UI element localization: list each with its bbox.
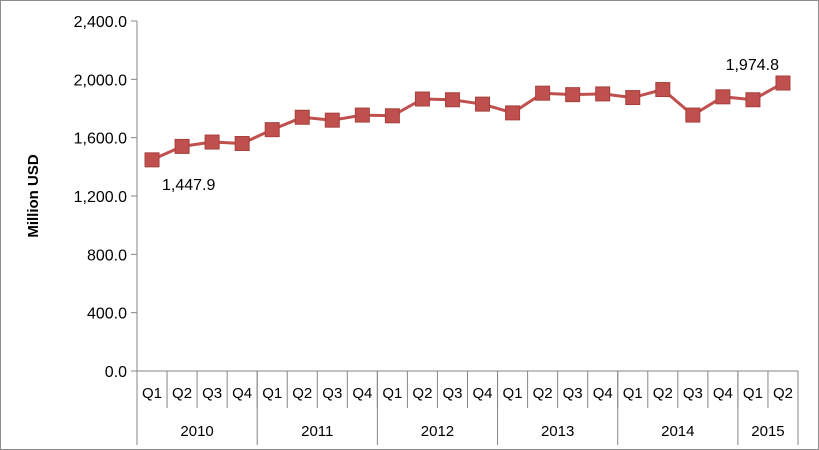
x-group-label: 2011 (301, 423, 333, 440)
data-point (625, 90, 641, 106)
y-tick-label: 400.0 (87, 306, 127, 323)
x-category-label: Q2 (172, 385, 192, 402)
data-point (715, 89, 731, 105)
x-category-label: Q3 (322, 385, 342, 402)
y-tick-label: 0.0 (105, 364, 127, 381)
data-point (505, 105, 521, 121)
data-point (565, 87, 581, 103)
series-group (144, 75, 791, 168)
data-point (384, 108, 400, 124)
y-axis: 0.0 400.0 800.0 1,200.0 1,600.0 2,000.0 2,400.… (74, 14, 138, 381)
x-group-label: 2012 (421, 423, 454, 440)
x-group-label: 2014 (661, 423, 694, 440)
data-label: 1,974.8 (726, 57, 779, 74)
x-category-label: Q1 (262, 385, 282, 402)
data-point (655, 82, 671, 98)
x-category-label: Q2 (773, 385, 793, 402)
data-point (414, 91, 430, 107)
y-tick-label: 2,400.0 (74, 14, 127, 31)
x-category-label: Q1 (142, 385, 162, 402)
x-category-label: Q2 (653, 385, 673, 402)
x-category-label: Q1 (623, 385, 643, 402)
y-axis-title: Million USD (25, 154, 42, 237)
data-point (354, 107, 370, 123)
data-point (775, 75, 791, 91)
data-point (264, 122, 280, 138)
x-category-label: Q4 (352, 385, 372, 402)
y-tick-label: 2,000.0 (74, 72, 127, 89)
data-point (144, 152, 160, 168)
y-tick-label: 1,600.0 (74, 131, 127, 148)
x-category-label: Q2 (412, 385, 432, 402)
x-category-label: Q4 (473, 385, 493, 402)
data-point (444, 92, 460, 108)
y-tick-label: 1,200.0 (74, 189, 127, 206)
data-point (745, 92, 761, 108)
x-category-label: Q2 (292, 385, 312, 402)
data-point (475, 96, 491, 112)
x-group-label: 2015 (751, 423, 784, 440)
x-category-label: Q1 (503, 385, 523, 402)
x-group-label: 2010 (180, 423, 213, 440)
x-category-label: Q3 (683, 385, 703, 402)
data-point (174, 138, 190, 154)
x-category-label: Q4 (232, 385, 252, 402)
x-category-label: Q1 (382, 385, 402, 402)
x-group-label: 2013 (541, 423, 574, 440)
x-category-label: Q3 (202, 385, 222, 402)
data-point (535, 85, 551, 101)
y-tick-label: 800.0 (87, 247, 127, 264)
data-point (204, 134, 220, 150)
x-category-label: Q4 (593, 385, 613, 402)
x-category-label: Q3 (563, 385, 583, 402)
x-category-label: Q2 (533, 385, 553, 402)
data-point (294, 109, 310, 125)
data-point (234, 136, 250, 151)
series-line (151, 81, 784, 162)
data-label: 1,447.9 (162, 177, 215, 194)
data-point (595, 86, 611, 102)
x-category-label: Q3 (442, 385, 462, 402)
annotations: 1,447.9 1,974.8 (162, 57, 779, 194)
x-axis: Q1 Q2 Q3 Q4 Q1 Q2 Q3 Q4 Q1 Q2 Q3 Q4 Q1 Q2 Q3 Q4 Q1 Q2 Q3 Q4… (136, 370, 799, 445)
x-category-label: Q1 (743, 385, 763, 402)
x-category-label: Q4 (713, 385, 733, 402)
data-point (685, 107, 701, 123)
data-point (324, 112, 340, 128)
